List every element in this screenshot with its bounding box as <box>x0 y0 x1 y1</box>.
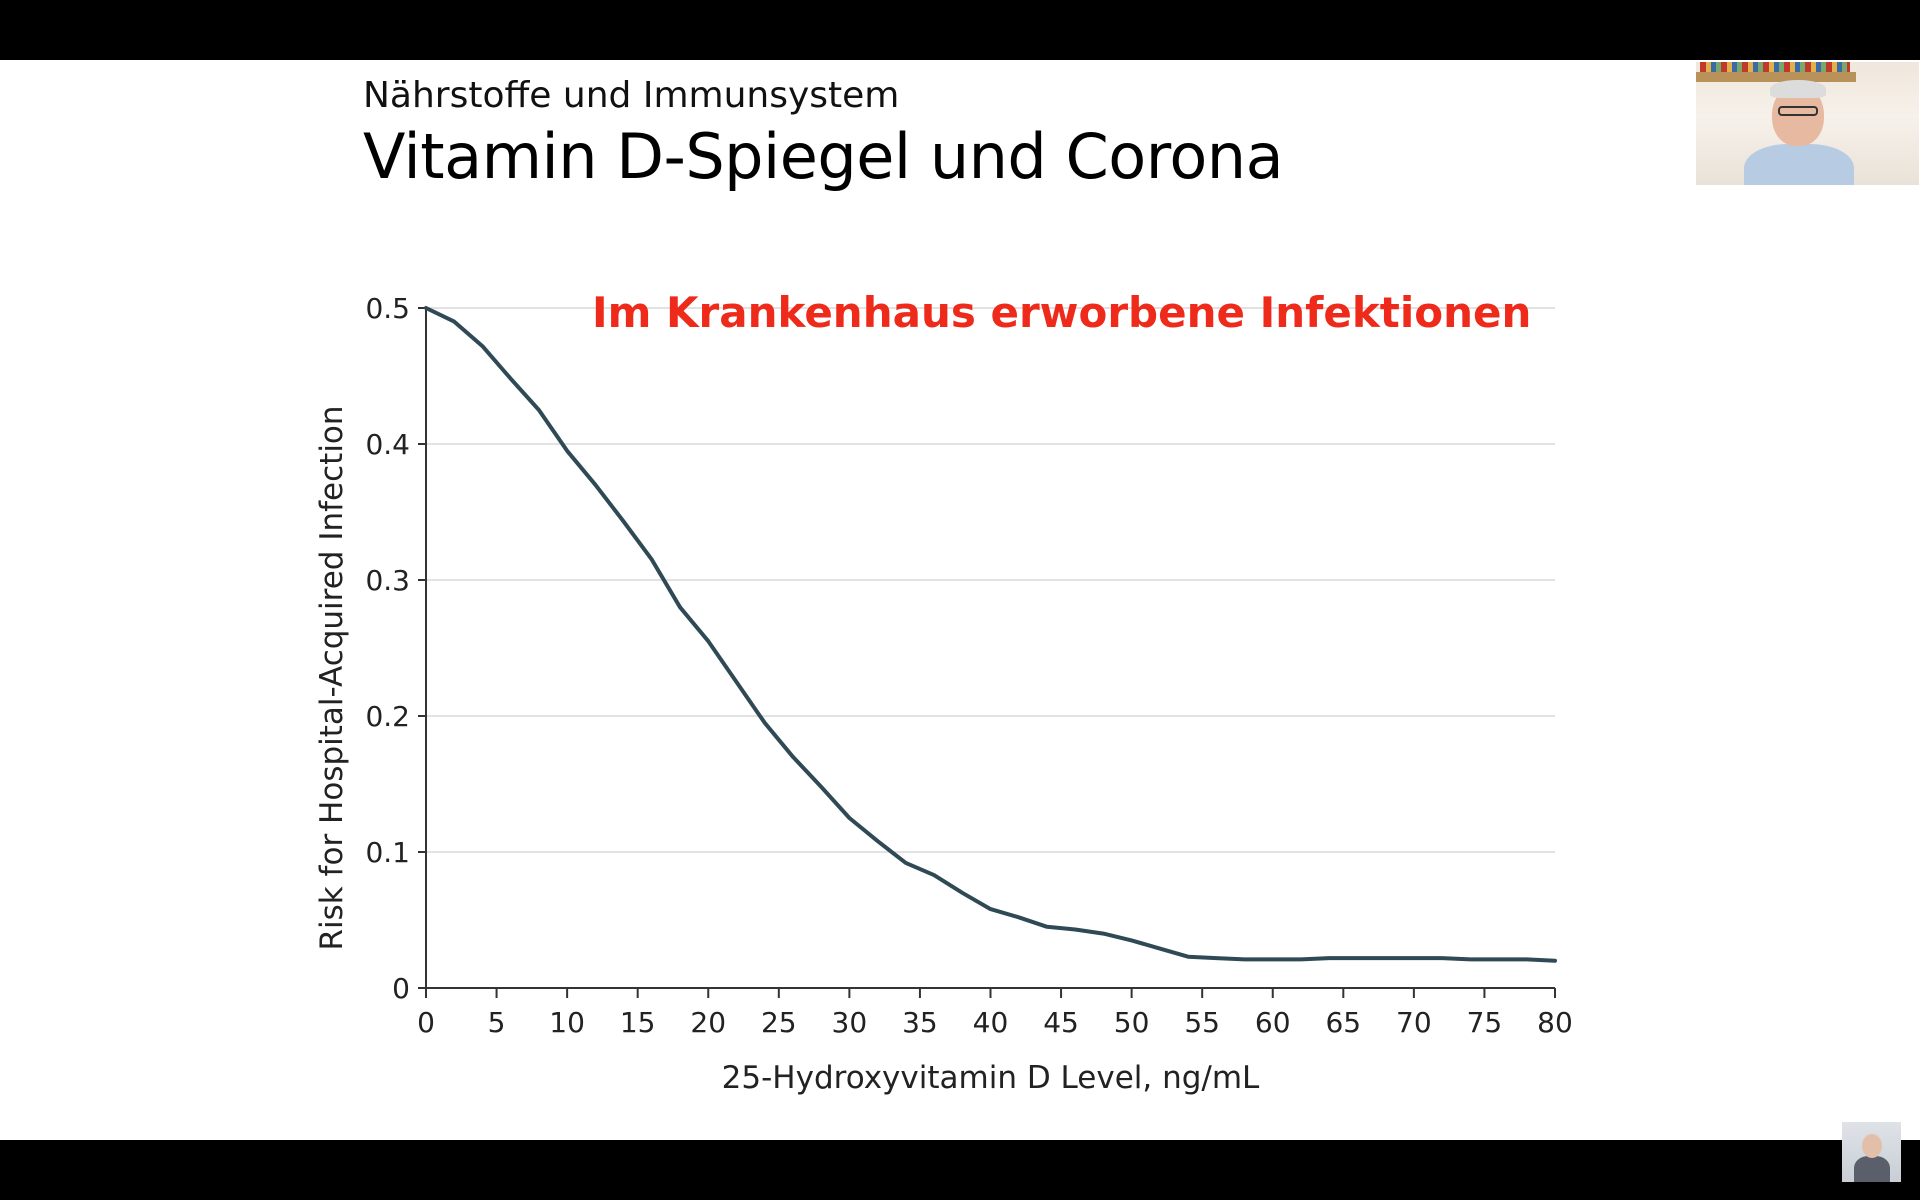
bookshelf <box>1696 72 1856 82</box>
y-tick-label: 0.3 <box>365 564 410 597</box>
letterbox-top <box>0 0 1920 60</box>
participant-head <box>1862 1134 1882 1158</box>
x-tick-label: 40 <box>973 1006 1009 1039</box>
presenter-body <box>1744 144 1854 185</box>
x-tick-label: 65 <box>1325 1006 1361 1039</box>
risk-curve-line <box>424 306 1557 963</box>
x-tick-label: 60 <box>1255 1006 1291 1039</box>
y-axis-label: Risk for Hospital-Acquired Infection <box>314 405 350 950</box>
participant-body <box>1854 1156 1890 1182</box>
y-tick-label: 0.4 <box>365 428 410 461</box>
chart-annotation: Im Krankenhaus erworbene Infektionen <box>592 288 1532 337</box>
x-tick-label: 25 <box>761 1006 797 1039</box>
y-tick-label: 0.1 <box>365 836 410 869</box>
x-tick-label: 70 <box>1396 1006 1432 1039</box>
presenter-webcam-thumbnail[interactable] <box>1696 62 1919 185</box>
presenter-glasses <box>1778 106 1818 116</box>
presentation-slide <box>0 60 1920 1140</box>
y-tick-label: 0 <box>392 972 410 1005</box>
x-tick-label: 50 <box>1114 1006 1150 1039</box>
x-tick-label: 10 <box>549 1006 585 1039</box>
participant-thumbnail[interactable] <box>1842 1122 1901 1182</box>
books <box>1700 62 1850 72</box>
x-tick-label: 80 <box>1537 1006 1573 1039</box>
presenter-hair <box>1770 80 1826 98</box>
x-tick-label: 5 <box>488 1006 506 1039</box>
x-tick-label: 45 <box>1043 1006 1079 1039</box>
slide-title: Vitamin D-Spiegel und Corona <box>363 120 1284 193</box>
x-tick-label: 35 <box>902 1006 938 1039</box>
y-tick-label: 0.2 <box>365 700 410 733</box>
x-tick-label: 0 <box>417 1006 435 1039</box>
x-tick-label: 30 <box>832 1006 868 1039</box>
x-tick-label: 55 <box>1184 1006 1220 1039</box>
x-axis-label: 25-Hydroxyvitamin D Level, ng/mL <box>722 1060 1260 1096</box>
x-tick-label: 75 <box>1467 1006 1503 1039</box>
x-tick-label: 15 <box>620 1006 656 1039</box>
letterbox-bottom <box>0 1140 1920 1200</box>
y-tick-label: 0.5 <box>365 292 410 325</box>
slide-subtitle: Nährstoffe und Immunsystem <box>363 75 900 116</box>
x-tick-label: 20 <box>690 1006 726 1039</box>
